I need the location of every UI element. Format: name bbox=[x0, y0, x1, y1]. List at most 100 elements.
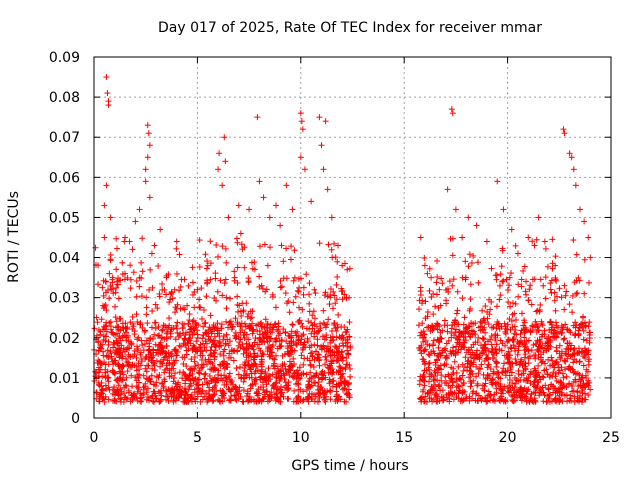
roti-point bbox=[581, 290, 588, 297]
roti-point bbox=[277, 278, 284, 285]
roti-point bbox=[319, 333, 326, 340]
roti-point bbox=[91, 325, 98, 332]
roti-point bbox=[488, 341, 495, 348]
roti-point bbox=[521, 263, 528, 270]
roti-point bbox=[521, 354, 528, 361]
roti-point bbox=[194, 393, 201, 400]
roti-point bbox=[201, 320, 208, 327]
roti-point bbox=[303, 271, 310, 278]
roti-point bbox=[286, 309, 293, 316]
roti-point bbox=[272, 352, 279, 359]
roti-point bbox=[243, 340, 250, 347]
roti-point bbox=[499, 278, 506, 285]
roti-point bbox=[151, 319, 158, 326]
roti-point bbox=[214, 288, 221, 295]
roti-point bbox=[490, 396, 497, 403]
roti-point bbox=[569, 309, 576, 316]
roti-point bbox=[333, 281, 340, 288]
roti-point bbox=[517, 384, 524, 391]
roti-point bbox=[570, 359, 577, 366]
roti-point bbox=[231, 268, 238, 275]
roti-point bbox=[473, 373, 480, 380]
roti-point bbox=[113, 284, 120, 291]
roti-point bbox=[513, 316, 520, 323]
roti-point bbox=[280, 258, 287, 265]
roti-point bbox=[420, 328, 427, 335]
roti-point bbox=[311, 341, 318, 348]
roti-point bbox=[509, 300, 516, 307]
roti-point bbox=[237, 364, 244, 371]
roti-point bbox=[235, 371, 242, 378]
roti-point bbox=[264, 262, 271, 269]
roti-point bbox=[189, 264, 196, 271]
roti-point bbox=[263, 381, 270, 388]
roti-point bbox=[347, 373, 354, 380]
roti-point bbox=[117, 386, 124, 393]
roti-point bbox=[296, 304, 303, 311]
roti-point bbox=[533, 236, 540, 243]
roti-point bbox=[343, 355, 350, 362]
roti-point bbox=[239, 398, 246, 405]
roti-point bbox=[119, 362, 126, 369]
roti-point bbox=[202, 370, 209, 377]
roti-point bbox=[587, 386, 594, 393]
roti-point bbox=[268, 389, 275, 396]
roti-point bbox=[94, 319, 101, 326]
roti-point bbox=[418, 350, 425, 357]
roti-point bbox=[142, 365, 149, 372]
roti-point bbox=[306, 326, 313, 333]
roti-point bbox=[300, 291, 307, 298]
roti-point bbox=[201, 371, 208, 378]
roti-point bbox=[136, 283, 143, 290]
roti-point bbox=[138, 259, 145, 266]
roti-point bbox=[487, 306, 494, 313]
roti-point bbox=[218, 325, 225, 332]
roti-point bbox=[306, 291, 313, 298]
roti-point bbox=[561, 282, 568, 289]
roti-point bbox=[563, 288, 570, 295]
roti-point bbox=[439, 280, 446, 287]
roti-point bbox=[119, 363, 126, 370]
roti-point bbox=[549, 265, 556, 272]
roti-point bbox=[341, 291, 348, 298]
roti-point bbox=[288, 328, 295, 335]
roti-point bbox=[140, 372, 147, 379]
roti-point bbox=[487, 365, 494, 372]
roti-point bbox=[543, 398, 550, 405]
roti-point bbox=[176, 287, 183, 294]
roti-point bbox=[138, 398, 145, 405]
roti-point bbox=[203, 347, 210, 354]
data-points bbox=[91, 74, 594, 405]
roti-point bbox=[169, 295, 176, 302]
roti-point bbox=[132, 374, 139, 381]
roti-point bbox=[303, 371, 310, 378]
roti-point bbox=[529, 238, 536, 245]
roti-point bbox=[113, 266, 120, 273]
roti-point bbox=[585, 361, 592, 368]
roti-point bbox=[525, 337, 532, 344]
roti-point bbox=[505, 286, 512, 293]
roti-point bbox=[286, 358, 293, 365]
roti-point bbox=[426, 352, 433, 359]
roti-point bbox=[308, 330, 315, 337]
roti-point bbox=[519, 310, 526, 317]
roti-point bbox=[126, 238, 133, 245]
roti-point bbox=[221, 381, 228, 388]
roti-point bbox=[586, 279, 593, 286]
roti-point bbox=[563, 373, 570, 380]
roti-point bbox=[128, 372, 135, 379]
roti-point bbox=[561, 335, 568, 342]
roti-point bbox=[139, 235, 146, 242]
roti-point bbox=[299, 306, 306, 313]
roti-point bbox=[191, 288, 198, 295]
roti-point bbox=[307, 361, 314, 368]
roti-point bbox=[113, 278, 120, 285]
roti-point bbox=[200, 307, 207, 314]
roti-point bbox=[542, 245, 549, 252]
roti-point bbox=[547, 280, 554, 287]
roti-point bbox=[296, 364, 303, 371]
roti-point bbox=[217, 277, 224, 284]
roti-point bbox=[480, 336, 487, 343]
roti-point bbox=[540, 398, 547, 405]
